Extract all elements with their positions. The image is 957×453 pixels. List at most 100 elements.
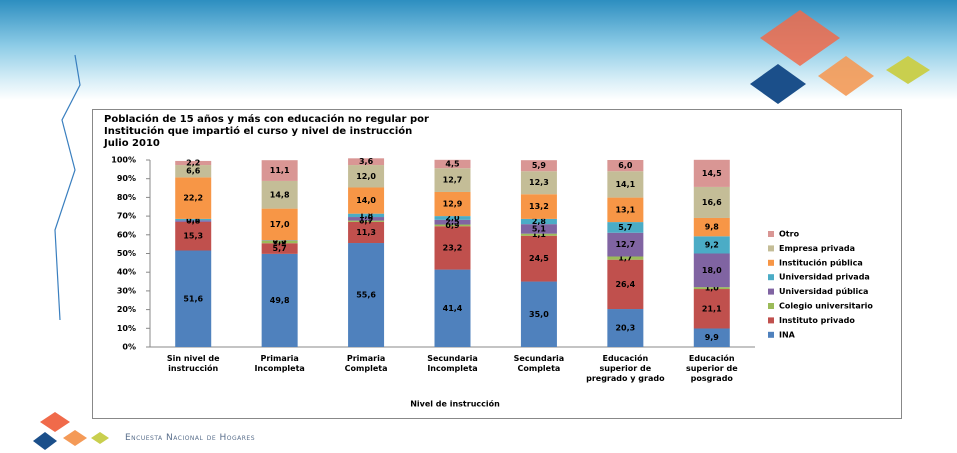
bar-segment [348,165,385,188]
value-label: 55,6 [356,291,376,300]
value-label: 0,7 [359,217,373,226]
y-tick-label: 100% [111,156,136,165]
value-label: 2,0 [445,213,460,222]
value-label: 51,6 [183,294,203,303]
value-label: 1,2 [273,238,287,247]
bar-segment [693,186,730,218]
y-tick-label: 80% [117,193,136,202]
bar-segment [261,180,298,209]
footer: Encuesta Nacional de Hogares [125,433,256,443]
bar-segment [520,224,557,234]
value-label: 12,0 [356,172,376,181]
value-label: 2,8 [532,217,547,226]
value-label: 14,0 [356,196,376,205]
x-tick-label: Primaria Incompleta [254,354,305,373]
value-label: 13,2 [529,202,549,211]
legend-swatch [768,231,774,237]
bar-segment [520,194,557,219]
value-label: 11,1 [270,166,290,175]
bar-segment [175,250,212,347]
value-label: 5,1 [532,224,547,233]
bar-segment [434,216,471,220]
value-label: 35,0 [529,310,549,319]
bar-segment [348,221,385,244]
value-label: 16,6 [702,198,722,207]
bar-segment [693,159,730,187]
legend-swatch [768,245,774,252]
value-label: 2,2 [186,158,200,167]
legend-swatch [768,259,774,266]
y-tick-label: 60% [117,230,136,239]
value-label: 0,9 [445,221,460,230]
x-axis-title: Nivel de instrucción [410,399,500,409]
bar-segment [607,232,644,257]
y-tick-label: 50% [117,249,136,258]
bar-segment [693,236,730,254]
bar-segment [348,158,385,166]
value-label: 9,8 [705,223,720,232]
bar-segment [348,220,385,222]
legend-label: Empresa privada [779,244,855,253]
bar-segment [261,208,298,241]
x-tick-label: Educación superior de pregrado y grado [586,354,665,383]
value-label: 2,5 [445,218,460,227]
bar-segment [434,219,471,225]
value-label: 1,7 [618,254,632,263]
bar-segment [693,287,730,290]
x-tick-label: Educación superior de posgrado [685,354,738,383]
bar-segment [175,165,212,178]
bar-segment [607,197,644,223]
value-label: 12,7 [443,176,463,185]
legend-label: Instituto privado [779,316,855,325]
bar-segment [434,159,471,169]
bar-segment [520,171,557,195]
bar-segment [520,160,557,172]
value-label: 23,2 [443,243,463,252]
legend-swatch [768,303,774,309]
value-label: 14,1 [615,180,635,189]
bar-segment [434,224,471,227]
value-label: 14,5 [702,169,722,178]
bar-segment [175,220,212,222]
value-label: 49,8 [270,296,290,305]
value-label: 11,3 [356,228,376,237]
value-label: 17,0 [270,220,290,229]
bar-segment [175,160,212,166]
bar-segment [520,281,557,347]
y-tick-label: 10% [117,324,136,333]
y-tick-label: 0% [122,343,136,352]
bar-segment [175,177,212,219]
bar-segment [607,171,644,198]
legend-label: Institución pública [779,257,863,267]
bar-segment [607,160,644,172]
value-label: 41,4 [443,304,463,313]
legend-swatch [768,288,774,295]
y-tick-label: 40% [117,268,136,277]
legend-swatch [768,274,774,281]
value-label: 26,4 [615,280,635,289]
bar-segment [175,218,212,221]
legend-label: Otro [779,230,800,239]
bar-segment [261,243,298,254]
bar-segment [348,187,385,214]
bar-segment [607,309,644,347]
x-tick-label: Primaria Completa [344,354,388,373]
value-label: 0,8 [186,215,201,224]
bar-segment [693,289,730,329]
value-label: 9,2 [705,240,719,249]
value-label: 0,8 [186,217,201,226]
legend-label: Universidad privada [779,273,870,282]
chart-frame [92,109,902,419]
value-label: 4,5 [445,160,460,169]
bar-segment [434,269,471,347]
value-label: 22,2 [183,194,203,203]
bar-segment [348,217,385,221]
legend-label: INA [779,330,796,339]
value-label: 1,0 [705,284,720,293]
bar-segment [261,253,298,347]
bar-segment [520,218,557,225]
bar-segment [261,240,298,241]
value-label: 0,3 [273,236,287,245]
legend-label: Universidad pública [779,287,868,296]
